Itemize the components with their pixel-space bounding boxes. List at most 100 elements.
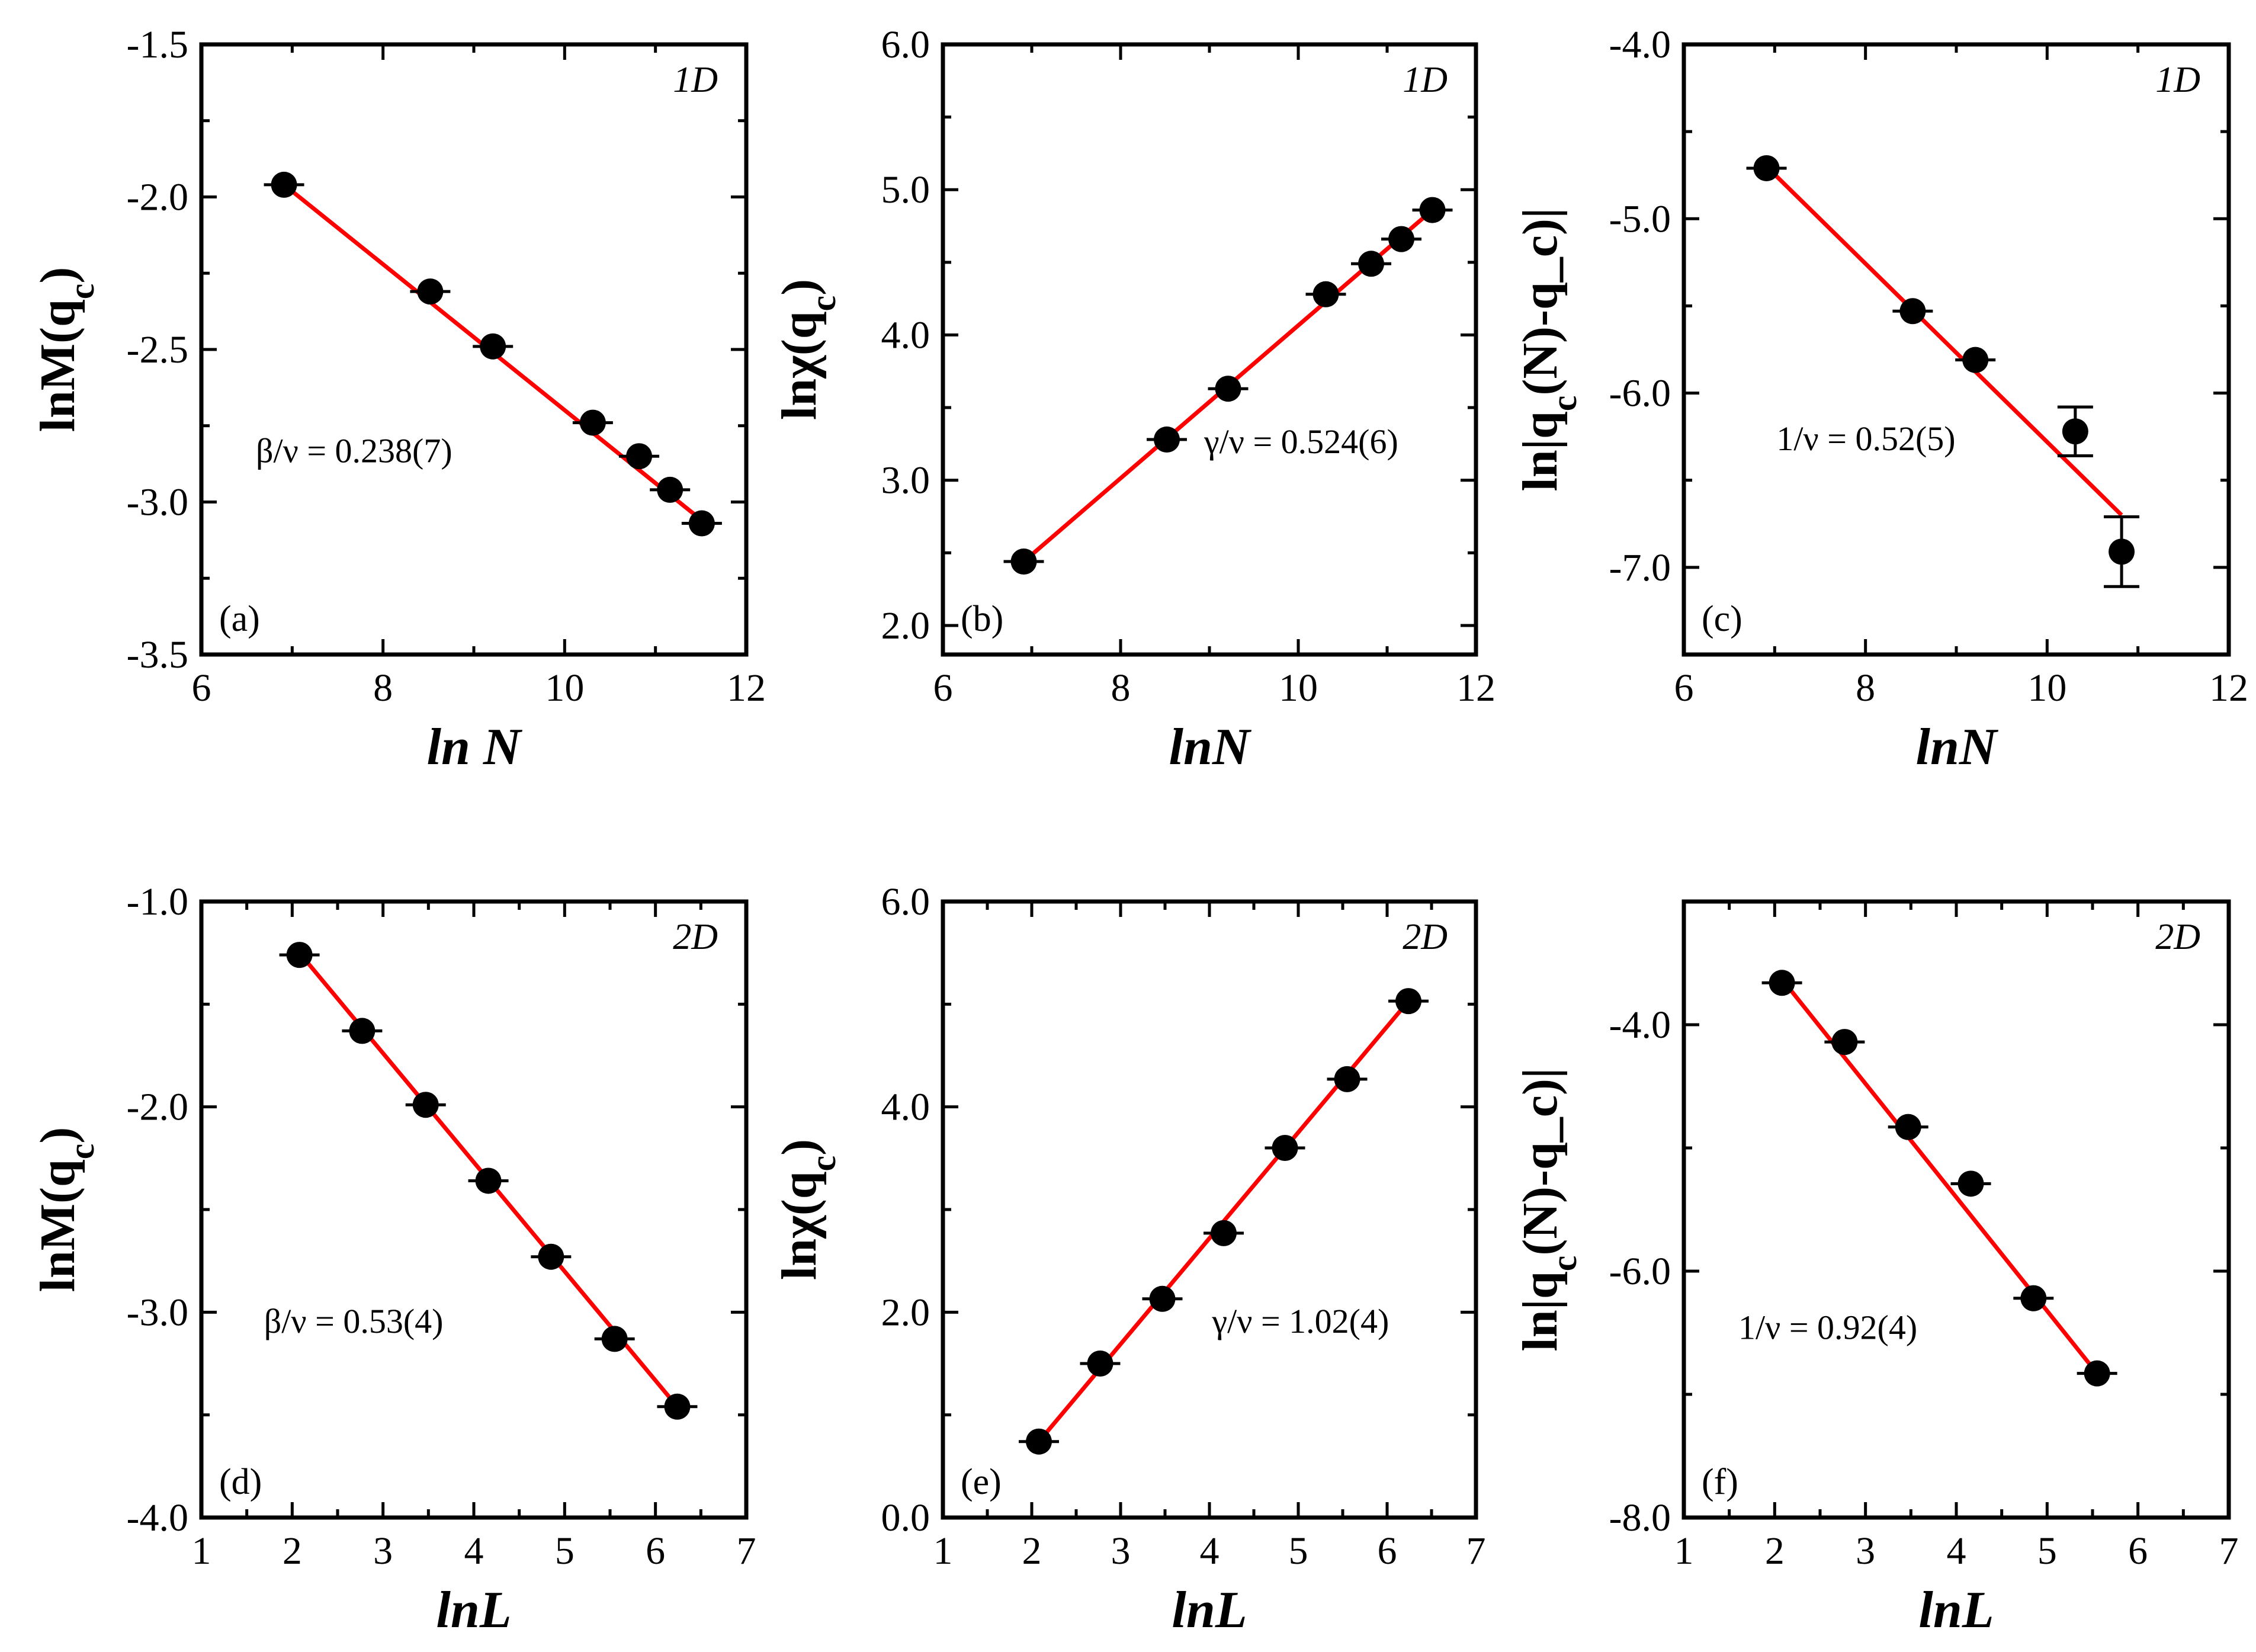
data-point xyxy=(1312,281,1339,307)
data-point xyxy=(1831,1029,1858,1056)
x-tick-label: 4 xyxy=(464,1529,484,1573)
x-tick-label: 2 xyxy=(1765,1529,1785,1573)
fit-line xyxy=(1765,165,2123,517)
y-axis-label: lnχ(qc) xyxy=(772,279,843,420)
chart-panel-e: 1 2 3 4 5 6 7 0.0 2.0 4.0 6.0 lnL lnχ(qc) 2D (e) γ/ν = … xyxy=(772,880,1486,1639)
y-tick-label: -2.5 xyxy=(127,328,188,371)
chart-panel-c: 6 8 10 12 -7.0 -6.0 -5.0 -4.0 lnN ln|qc(N)-q_c)| 1… xyxy=(1513,23,2248,776)
x-axis-label: lnL xyxy=(436,1582,511,1639)
panel-label: (f) xyxy=(1702,1462,1738,1502)
x-tick-label: 1 xyxy=(1674,1529,1694,1573)
exponent-annotation: β/ν = 0.53(4) xyxy=(264,1302,444,1340)
data-point xyxy=(664,1393,691,1420)
data-point xyxy=(1334,1066,1360,1092)
x-tick-label: 6 xyxy=(192,666,211,710)
x-tick-label: 6 xyxy=(646,1529,665,1573)
x-tick-label: 7 xyxy=(737,1529,756,1573)
axis-frame xyxy=(1681,42,2231,657)
dimension-tag: 2D xyxy=(2155,917,2200,957)
data-point xyxy=(1010,548,1037,575)
exponent-annotation: 1/ν = 0.52(5) xyxy=(1776,419,1955,458)
chart-panel-a: 6 8 10 12 -3.5 -3.0 -2.5 -2.0 -1.5 ln N lnM(qc) 1D (… xyxy=(30,23,766,776)
y-tick-label: 2.0 xyxy=(881,1291,930,1334)
x-tick-label: 3 xyxy=(1111,1529,1131,1573)
axis-frame xyxy=(199,899,749,1520)
x-tick-label: 6 xyxy=(933,666,953,710)
x-axis-label: lnL xyxy=(1918,1582,1994,1639)
panel-label: (d) xyxy=(219,1462,262,1502)
data-point xyxy=(1395,988,1421,1015)
data-point xyxy=(688,510,715,537)
data-point xyxy=(1154,426,1180,453)
data-point xyxy=(626,443,653,470)
y-tick-label: 3.0 xyxy=(881,459,930,502)
data-point xyxy=(349,1018,376,1044)
data-point xyxy=(538,1243,564,1270)
data-point xyxy=(1899,298,1926,325)
y-tick-label: -3.0 xyxy=(127,481,188,524)
x-axis-label: lnN xyxy=(1916,718,1999,776)
y-tick-label: -2.0 xyxy=(127,1086,188,1129)
data-point xyxy=(2020,1285,2047,1311)
exponent-annotation: γ/ν = 0.524(6) xyxy=(1204,422,1398,461)
data-point xyxy=(1358,251,1384,277)
x-axis-label: lnN xyxy=(1169,718,1252,776)
axis-frame xyxy=(199,42,749,657)
x-tick-label: 12 xyxy=(2209,666,2248,710)
data-point xyxy=(1211,1220,1237,1246)
data-point xyxy=(1388,226,1414,252)
y-tick-label: 2.0 xyxy=(881,604,930,647)
data-point xyxy=(601,1326,628,1352)
data-point xyxy=(1087,1351,1113,1377)
x-tick-label: 8 xyxy=(1856,666,1875,710)
chart-panel-b: 6 8 10 12 2.0 3.0 4.0 5.0 6.0 lnN lnχ(qc) 1D (b) γ/ν … xyxy=(772,23,1496,776)
x-tick-label: 7 xyxy=(1466,1529,1486,1573)
axis-frame xyxy=(1681,899,2231,1520)
y-tick-label: -8.0 xyxy=(1609,1496,1671,1539)
y-tick-label: -1.0 xyxy=(127,880,188,923)
data-point xyxy=(1419,197,1446,223)
x-tick-label: 2 xyxy=(1022,1529,1042,1573)
x-tick-label: 5 xyxy=(555,1529,575,1573)
exponent-annotation: 1/ν = 0.92(4) xyxy=(1738,1308,1917,1346)
y-tick-label: -7.0 xyxy=(1609,546,1671,589)
data-point xyxy=(1026,1428,1052,1455)
dimension-tag: 2D xyxy=(673,917,718,957)
data-point xyxy=(579,409,606,436)
exponent-annotation: β/ν = 0.238(7) xyxy=(256,432,453,470)
x-tick-label: 12 xyxy=(727,666,766,710)
dimension-tag: 1D xyxy=(2155,60,2200,100)
y-axis-label: lnχ(qc) xyxy=(772,1139,843,1280)
y-tick-label: 6.0 xyxy=(881,880,930,923)
dimension-tag: 1D xyxy=(673,60,718,100)
y-tick-label: -3.0 xyxy=(127,1291,188,1334)
data-point xyxy=(271,171,297,198)
y-tick-label: -4.0 xyxy=(1609,1003,1671,1047)
data-point xyxy=(1215,376,1241,402)
y-axis-label: ln|qc(N)-q_c)| xyxy=(1513,208,1584,492)
data-point xyxy=(2084,1360,2110,1387)
x-tick-label: 2 xyxy=(283,1529,302,1573)
data-point xyxy=(480,333,506,360)
x-tick-label: 10 xyxy=(2027,666,2066,710)
data-point xyxy=(417,278,444,305)
x-tick-label: 5 xyxy=(2037,1529,2057,1573)
y-tick-label: -1.5 xyxy=(127,23,188,66)
data-point xyxy=(475,1167,502,1194)
data-point xyxy=(2062,418,2088,445)
exponent-annotation: γ/ν = 1.02(4) xyxy=(1212,1302,1389,1340)
data-point xyxy=(1895,1114,1921,1140)
x-tick-label: 10 xyxy=(1279,666,1318,710)
y-tick-label: -4.0 xyxy=(1609,23,1671,66)
y-tick-label: 5.0 xyxy=(881,168,930,211)
data-point xyxy=(1957,1170,1984,1197)
y-axis-label: lnM(qc) xyxy=(30,267,101,432)
y-tick-label: -2.0 xyxy=(127,176,188,219)
dimension-tag: 1D xyxy=(1403,60,1448,100)
data-point xyxy=(1149,1285,1176,1312)
dimension-tag: 2D xyxy=(1403,917,1448,957)
data-point xyxy=(412,1092,439,1118)
panel-label: (b) xyxy=(961,599,1003,639)
x-tick-label: 8 xyxy=(373,666,393,710)
